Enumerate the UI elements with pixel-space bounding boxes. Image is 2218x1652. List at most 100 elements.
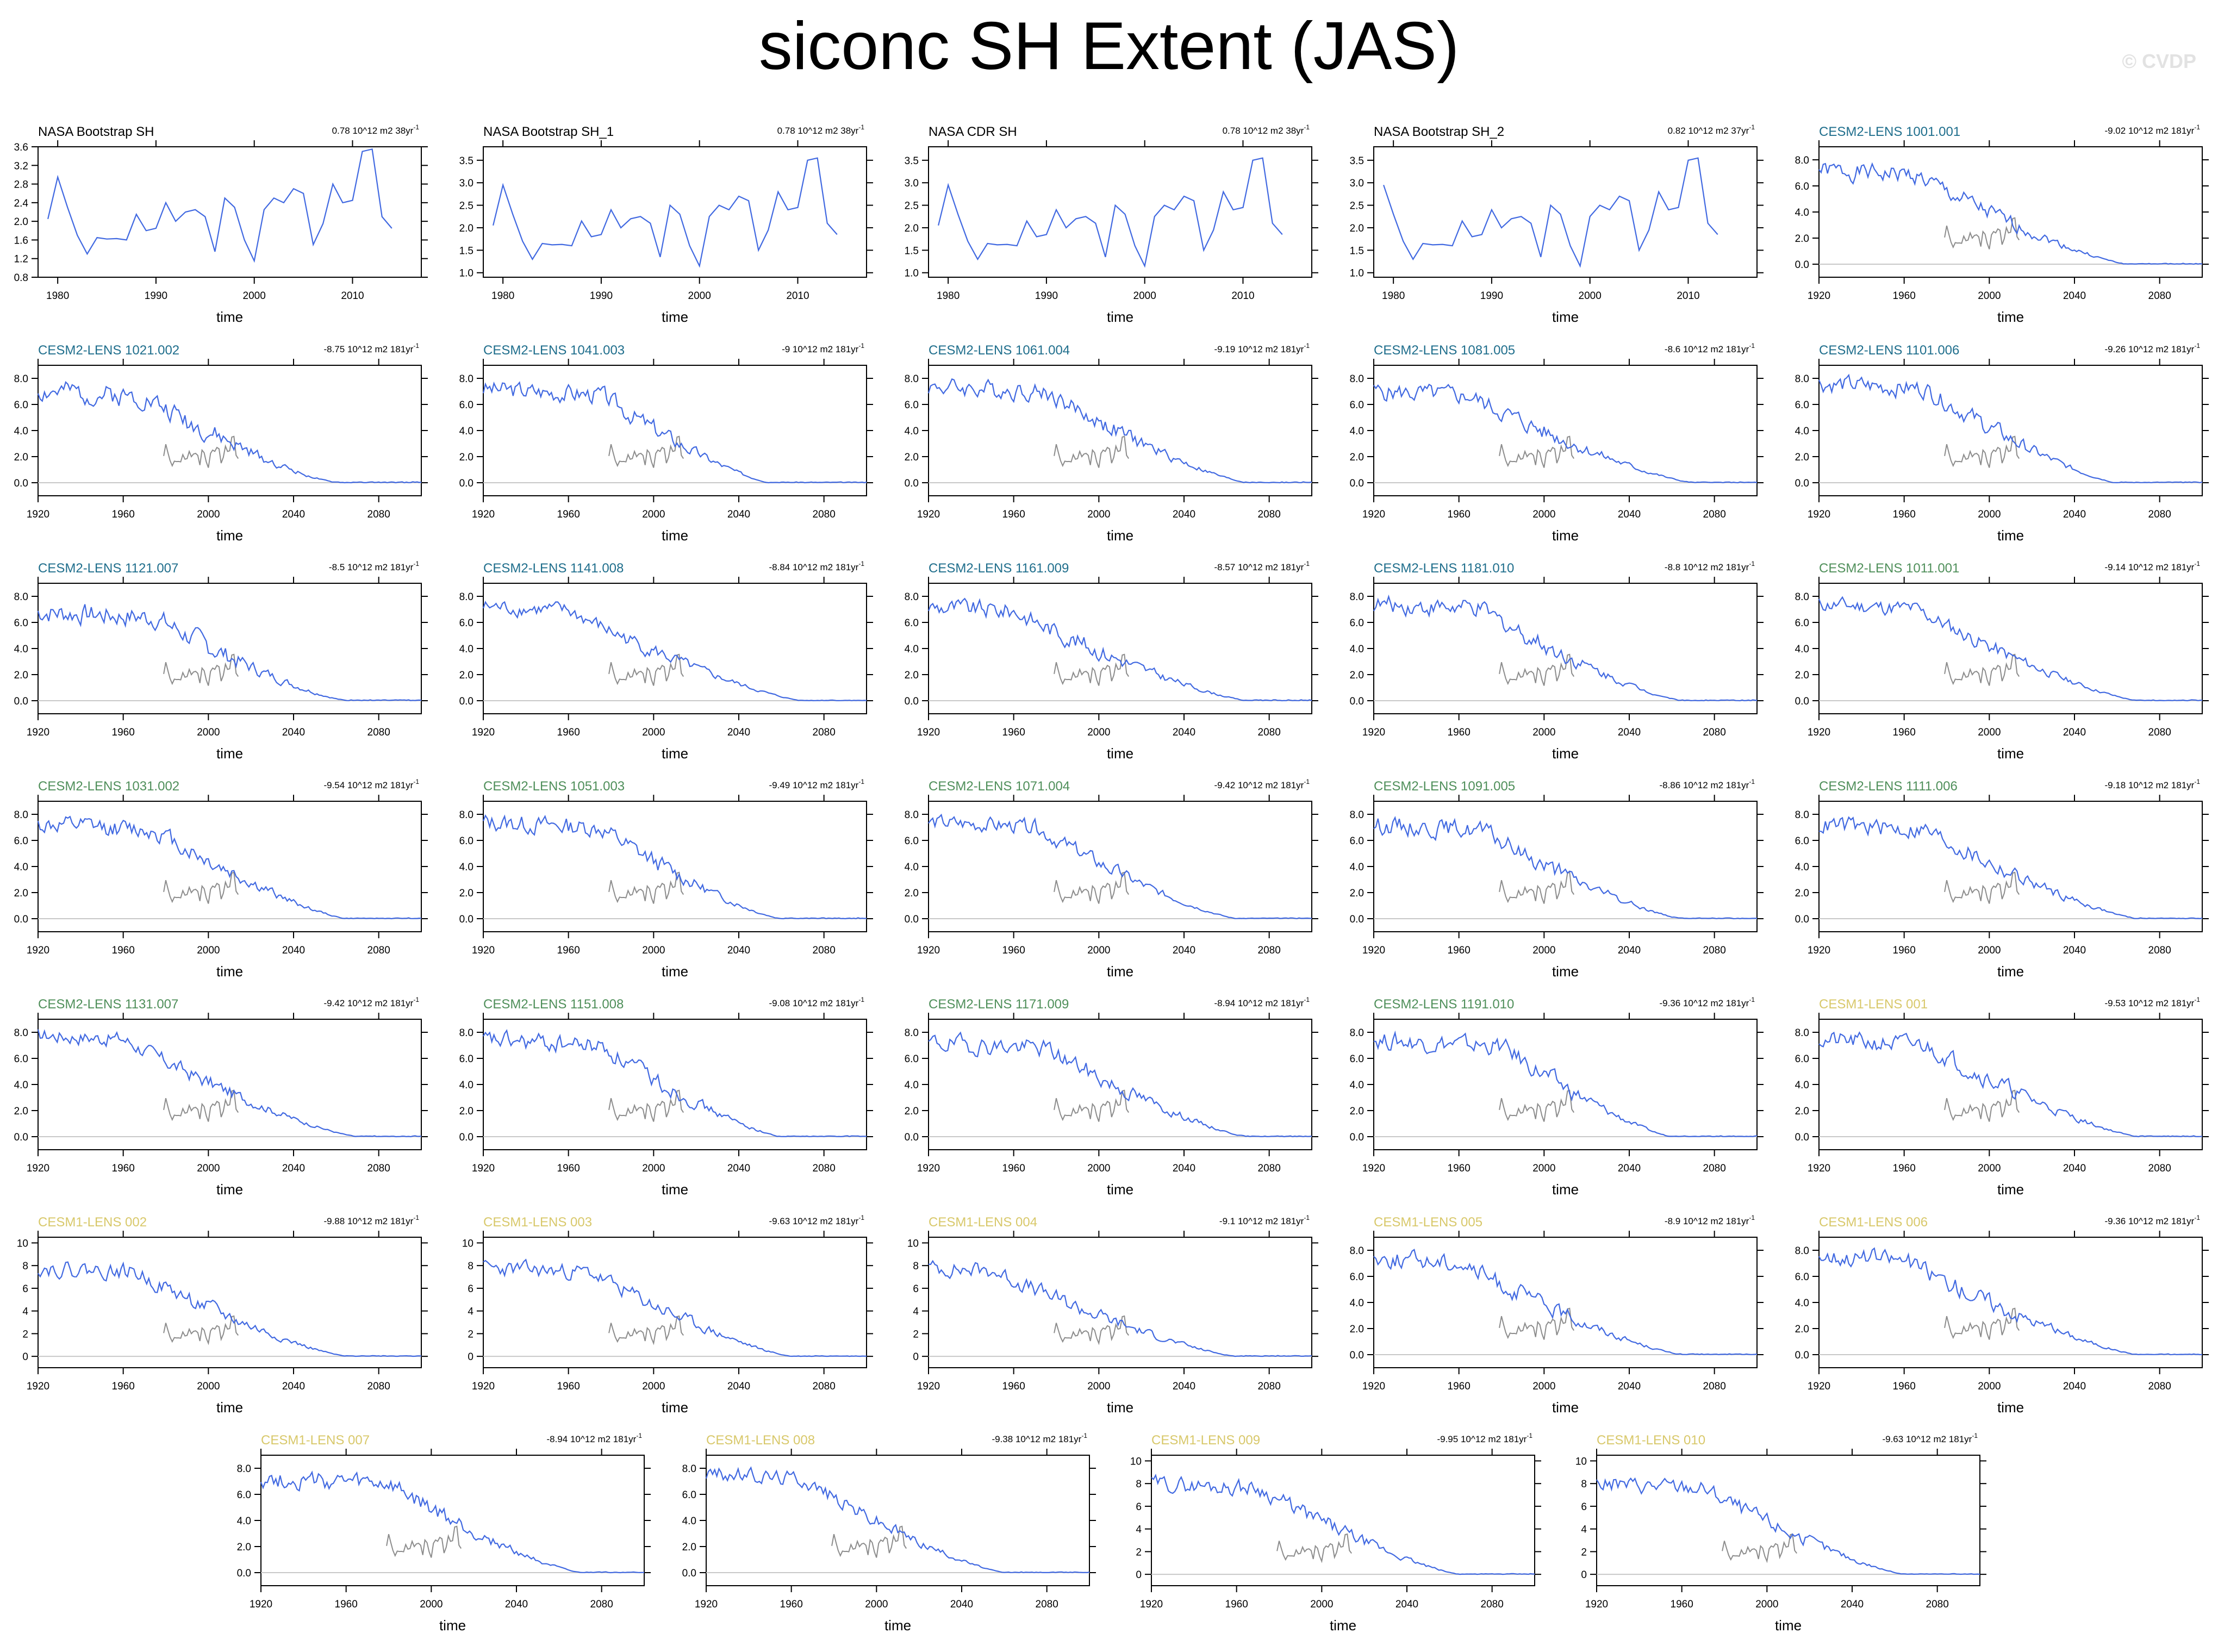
obs-overlay-line [608,653,684,686]
x-tick-label: 2080 [1703,509,1726,520]
x-tick-label: 2000 [1978,509,2001,520]
y-tick-label: 2.0 [905,1106,919,1117]
x-tick-label: 2040 [505,1599,528,1610]
obs-overlay-line [1499,653,1575,686]
y-tick-label: 6.0 [459,400,473,411]
x-axis-label: time [216,309,243,325]
y-tick-label: 2.0 [905,888,919,899]
x-axis-label: time [1330,1617,1356,1634]
x-tick-label: 1960 [557,509,580,520]
y-tick-label: 4.0 [1350,426,1364,437]
panel-label: CESM1-LENS 002 [38,1215,147,1230]
y-tick-label: 0.0 [905,1132,919,1143]
x-tick-label: 2080 [367,727,390,738]
y-tick-label: 4.0 [905,1080,919,1091]
obs-overlay-line [608,1315,684,1345]
x-tick-label: 1960 [780,1599,803,1610]
panel-label: CESM1-LENS 001 [1819,997,1928,1012]
y-tick-label: 4.0 [1795,862,1809,873]
y-tick-label: 4.0 [14,644,28,655]
y-tick-label: 2.4 [14,198,29,209]
x-axis-label: time [1107,1181,1133,1198]
obs-overlay-line [1054,1089,1130,1122]
chart-panel: CESM2-LENS 1171.009 -8.94 10^12 m2 181yr-… [905,996,1318,1198]
trend-label: -9.42 10^12 m2 181yr-1 [323,996,419,1008]
plot-frame [483,1237,867,1368]
x-tick-label: 2000 [1532,1381,1555,1392]
x-tick-label: 2000 [688,290,711,302]
x-tick-label: 1920 [472,727,495,738]
trend-exponent: -1 [858,1214,864,1221]
plot-frame [38,146,422,278]
y-tick-label: 2.0 [1350,670,1364,681]
series-line [928,1260,1312,1357]
obs-overlay-line [1276,1533,1352,1563]
y-tick-label: 0.0 [682,1568,696,1579]
figure-title: siconc SH Extent (JAS) [758,9,1460,84]
x-tick-label: 2040 [727,945,750,956]
x-tick-label: 1960 [112,727,135,738]
trend-label: -9.19 10^12 m2 181yr-1 [1214,342,1310,354]
x-tick-label: 1960 [557,1381,580,1392]
x-tick-label: 1920 [917,727,940,738]
y-tick-label: 1.5 [905,245,919,257]
y-tick-label: 3.5 [905,155,919,167]
plot-frame [928,801,1312,932]
x-axis-label: time [1997,309,2024,325]
y-tick-label: 2.0 [1795,888,1809,899]
plot-frame [483,365,867,496]
y-tick-label: 0.0 [14,696,28,707]
chart-panel: CESM1-LENS 001 -9.53 10^12 m2 181yr-1 0.0 2… [1795,996,2209,1198]
trend-label: -9.26 10^12 m2 181yr-1 [2104,342,2200,354]
y-tick-label: 0.0 [1350,914,1364,925]
y-tick-label: 6.0 [1350,400,1364,411]
trend-label: -9.14 10^12 m2 181yr-1 [2104,560,2200,572]
chart-panel: CESM2-LENS 1111.006 -9.18 10^12 m2 181yr-… [1795,778,2209,980]
x-tick-label: 2080 [1703,727,1726,738]
panel-label: CESM2-LENS 1111.006 [1819,779,1958,794]
obs-overlay-line [608,1089,684,1122]
x-tick-label: 2010 [786,290,809,302]
x-tick-label: 1960 [1448,945,1471,956]
plot-frame [1373,365,1758,496]
panel-label: CESM2-LENS 1131.007 [38,997,178,1012]
x-tick-label: 1960 [1671,1599,1693,1610]
x-tick-label: 1960 [557,1163,580,1174]
y-tick-label: 8 [468,1261,473,1272]
x-tick-label: 2040 [1395,1599,1418,1610]
x-axis-label: time [1775,1617,1802,1634]
y-tick-label: 3.0 [459,178,473,189]
trend-exponent: -1 [413,342,419,350]
x-tick-label: 1920 [472,509,495,520]
x-tick-label: 1920 [1808,509,1830,520]
y-tick-label: 2.0 [905,452,919,463]
x-tick-label: 2000 [642,727,665,738]
chart-panel: CESM2-LENS 1061.004 -9.19 10^12 m2 181yr-… [905,342,1318,544]
x-tick-label: 2080 [367,945,390,956]
trend-exponent: -1 [858,996,864,1003]
trend-label: -8.8 10^12 m2 181yr-1 [1665,560,1755,572]
x-tick-label: 1920 [917,509,940,520]
y-tick-label: 4.0 [14,1080,28,1091]
y-tick-label: 0 [1136,1569,1142,1581]
x-axis-label: time [216,1181,243,1198]
plot-frame [928,1237,1312,1368]
x-tick-label: 2040 [2063,509,2086,520]
trend-exponent: -1 [858,123,864,131]
y-tick-label: 3.0 [1350,178,1364,189]
series-line [1818,816,2203,920]
y-tick-label: 4 [468,1306,473,1318]
trend-label: -9.63 10^12 m2 181yr-1 [1882,1432,1978,1444]
trend-exponent: -1 [1749,1214,1755,1221]
x-tick-label: 2040 [727,1381,750,1392]
x-tick-label: 1920 [917,945,940,956]
panel-label: CESM2-LENS 1151.008 [483,997,624,1012]
x-tick-label: 2000 [197,1381,220,1392]
x-tick-label: 1960 [1002,1163,1025,1174]
plot-frame [483,801,867,932]
chart-panel: CESM1-LENS 006 -9.36 10^12 m2 181yr-1 0.0 2… [1795,1214,2209,1416]
y-tick-label: 2.0 [1350,1324,1364,1335]
x-tick-label: 1960 [112,1381,135,1392]
panel-label: CESM2-LENS 1091.005 [1374,779,1515,794]
y-tick-label: 4.0 [459,644,473,655]
